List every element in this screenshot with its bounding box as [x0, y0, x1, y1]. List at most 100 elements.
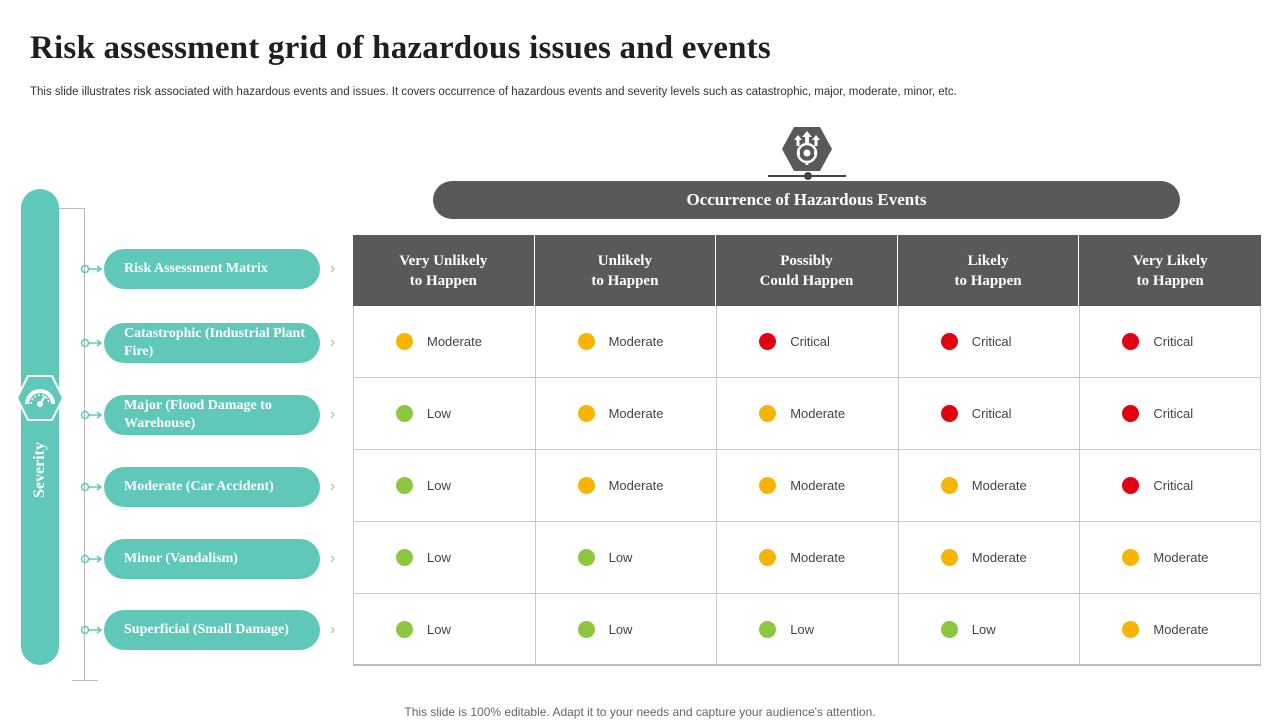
row-connector-icon	[80, 625, 103, 635]
risk-level-dot	[577, 620, 595, 638]
risk-cell: Low	[353, 378, 535, 449]
risk-cell: Critical	[1079, 378, 1261, 449]
risk-level-text: Moderate	[608, 478, 664, 493]
chevron-right-icon: ›	[330, 334, 336, 351]
grid-row: Low Low Low Low Moderate	[353, 594, 1261, 666]
risk-level-dot	[396, 620, 413, 638]
risk-cell: Moderate	[353, 306, 535, 377]
risk-level-text: Moderate	[790, 406, 846, 421]
risk-grid: Very Unlikely to Happen Unlikely to Happe…	[353, 235, 1261, 666]
page-title: Risk assessment grid of hazardous issues…	[30, 30, 771, 66]
risk-level-dot	[577, 333, 595, 350]
risk-cell: Low	[716, 594, 898, 664]
risk-cell: Critical	[1079, 306, 1261, 377]
risk-level-text: Moderate	[971, 478, 1027, 493]
risk-level-text: Moderate	[608, 406, 664, 421]
severity-row-label: Minor (Vandalism)	[104, 539, 320, 579]
risk-level-text: Critical	[971, 334, 1012, 349]
risk-cell: Critical	[716, 306, 898, 377]
severity-row-label: Major (Flood Damage to Warehouse)	[104, 395, 320, 435]
risk-level-text: Critical	[971, 406, 1012, 421]
row-connector-icon	[80, 410, 103, 420]
risk-level-dot	[1122, 405, 1140, 422]
row-connector-icon	[80, 338, 103, 348]
column-header: Possibly Could Happen	[716, 235, 898, 306]
risk-level-text: Moderate	[1153, 621, 1209, 637]
grid-row: Moderate Moderate Critical Critical Critical	[353, 306, 1261, 378]
risk-level-dot	[1122, 620, 1140, 638]
risk-level-text: Low	[427, 550, 451, 565]
connector-line	[84, 208, 85, 680]
risk-cell: Moderate	[1079, 594, 1261, 664]
risk-cell: Moderate	[716, 378, 898, 449]
severity-row-label: Superficial (Small Damage)	[104, 610, 320, 650]
risk-level-dot	[759, 477, 777, 494]
risk-level-text: Moderate	[427, 334, 482, 349]
chevron-right-icon: ›	[330, 406, 336, 423]
risk-cell: Low	[353, 594, 535, 664]
severity-row-label: Moderate (Car Accident)	[104, 467, 320, 507]
risk-level-text: Moderate	[790, 550, 846, 565]
chevron-right-icon: ›	[330, 621, 336, 638]
risk-cell: Critical	[1079, 450, 1261, 521]
risk-level-dot	[577, 477, 595, 494]
occurrence-header-bar: Occurrence of Hazardous Events	[433, 181, 1180, 219]
connector-line-bottom	[72, 680, 98, 681]
connector-line-top	[59, 208, 85, 209]
risk-level-dot	[759, 549, 777, 566]
risk-level-text: Low	[790, 621, 815, 637]
column-header: Unlikely to Happen	[534, 235, 717, 306]
risk-level-dot	[396, 477, 413, 494]
risk-level-text: Moderate	[971, 550, 1027, 565]
risk-level-dot	[1122, 477, 1140, 494]
risk-level-text: Low	[427, 621, 451, 637]
risk-cell: Moderate	[534, 306, 717, 377]
risk-cell: Moderate	[534, 450, 717, 521]
risk-level-text: Critical	[1153, 406, 1194, 421]
risk-level-dot	[940, 333, 958, 350]
risk-level-dot	[940, 620, 958, 638]
gauge-meter-icon	[16, 375, 64, 421]
risk-cell: Moderate	[1079, 522, 1261, 593]
risk-level-text: Moderate	[608, 334, 664, 349]
column-header: Very Unlikely to Happen	[353, 235, 535, 306]
risk-cell: Low	[353, 522, 535, 593]
risk-cell: Moderate	[897, 522, 1080, 593]
page-subtitle: This slide illustrates risk associated w…	[30, 86, 957, 98]
column-header: Very Likely to Happen	[1079, 235, 1261, 306]
grid-row: Low Low Moderate Moderate Moderate	[353, 522, 1261, 594]
risk-cell: Critical	[897, 378, 1080, 449]
risk-level-dot	[759, 620, 777, 638]
row-connector-icon	[80, 482, 103, 492]
grid-row: Low Moderate Moderate Critical Critical	[353, 378, 1261, 450]
risk-cell: Moderate	[716, 522, 898, 593]
risk-cell: Critical	[897, 306, 1080, 377]
chevron-right-icon: ›	[330, 478, 336, 495]
risk-level-dot	[759, 405, 777, 422]
severity-label: Severity	[31, 442, 49, 498]
column-header: Likely to Happen	[897, 235, 1080, 306]
risk-level-dot	[396, 405, 413, 422]
severity-row-label: Catastrophic (Industrial Plant Fire)	[104, 323, 320, 363]
risk-level-text: Moderate	[1153, 550, 1209, 565]
risk-level-dot	[1122, 549, 1140, 566]
risk-cell: Low	[897, 594, 1080, 664]
risk-cell: Moderate	[716, 450, 898, 521]
row-connector-icon	[80, 554, 103, 564]
risk-level-text: Low	[971, 621, 996, 637]
grid-row: Low Moderate Moderate Moderate Critical	[353, 450, 1261, 522]
icon-underline-dot	[804, 172, 812, 180]
risk-level-text: Low	[608, 550, 633, 565]
risk-level-text: Moderate	[790, 478, 846, 493]
risk-cell: Low	[534, 522, 717, 593]
risk-level-text: Critical	[1153, 334, 1194, 349]
risk-level-dot	[577, 405, 595, 422]
risk-gear-arrows-icon	[782, 127, 832, 171]
risk-level-dot	[940, 549, 958, 566]
risk-level-dot	[940, 477, 958, 494]
severity-bar	[21, 189, 59, 665]
risk-level-text: Critical	[1153, 478, 1194, 493]
risk-level-text: Critical	[790, 334, 830, 349]
footer-note: This slide is 100% editable. Adapt it to…	[404, 705, 876, 719]
risk-level-dot	[577, 549, 595, 566]
